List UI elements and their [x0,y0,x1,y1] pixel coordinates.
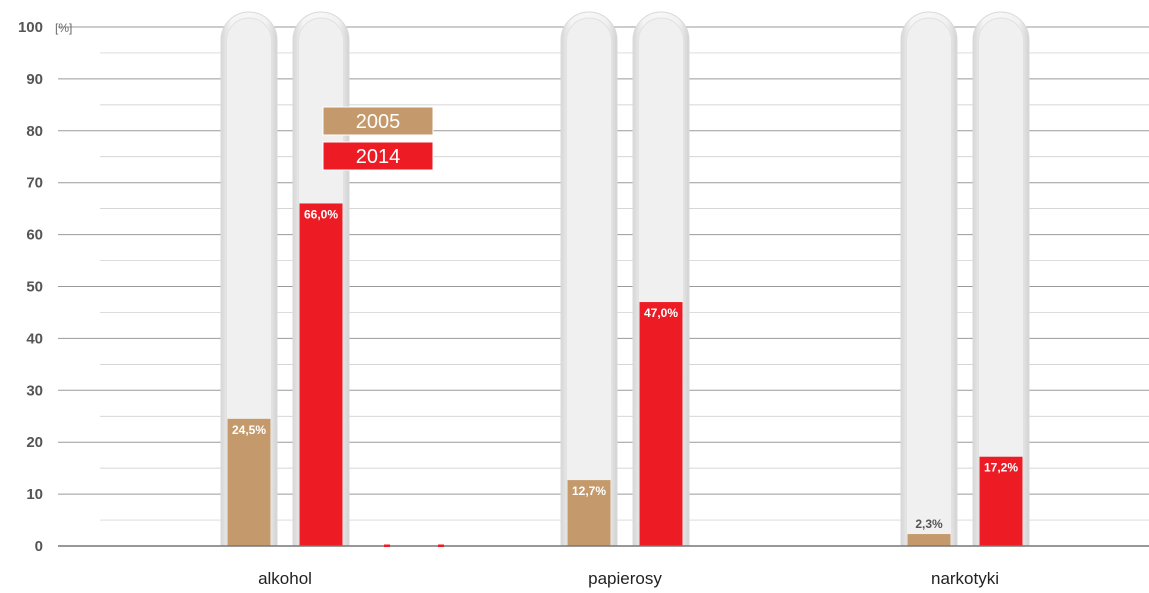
bar-value-label: 66,0% [304,207,338,221]
legend-swatch [322,141,434,171]
category-label: alkohol [258,569,312,588]
y-tick-label: 100 [18,19,43,36]
bars: 24,5% 66,0% 12,7% 47,0% 2,3% 17,2% [227,203,1023,546]
y-tick-label: 80 [26,123,43,140]
bar-tube-inner [906,17,952,547]
legend-label: 2005 [356,111,401,133]
bar [639,302,683,546]
y-tick-label: 20 [26,434,43,451]
bar-value-label: 12,7% [572,484,606,498]
baseline-mark [438,544,444,547]
legend-label: 2014 [356,146,401,168]
legend: 2005 2014 [322,106,434,171]
bar-tube-inner [566,17,612,547]
bar [567,480,611,546]
bar [299,203,343,546]
y-tick-label: 90 [26,71,43,88]
bar-value-label: 24,5% [232,423,266,437]
category-label: narkotyki [931,569,999,588]
bar [907,534,951,546]
baseline-mark [384,544,390,547]
bar [227,418,271,546]
bar-tube-inner [978,17,1024,547]
y-unit-label: [%] [55,21,72,35]
bar [979,456,1023,546]
y-tick-label: 0 [35,538,43,555]
y-tick-label: 40 [26,330,43,347]
legend-swatch [322,106,434,136]
y-tick-label: 30 [26,382,43,399]
y-tick-label: 70 [26,175,43,192]
category-label: papierosy [588,569,662,588]
bar-value-label: 47,0% [644,306,678,320]
bar-tube-inner [226,17,272,547]
y-tick-label: 60 [26,227,43,244]
bar-value-label: 2,3% [915,517,943,531]
y-tick-label: 50 [26,279,43,296]
bar-value-label: 17,2% [984,461,1018,475]
y-tick-label: 10 [26,486,43,503]
axes: alkohol papierosy narkotyki 0 10 20 30 40 50 60 70… [18,19,1149,588]
